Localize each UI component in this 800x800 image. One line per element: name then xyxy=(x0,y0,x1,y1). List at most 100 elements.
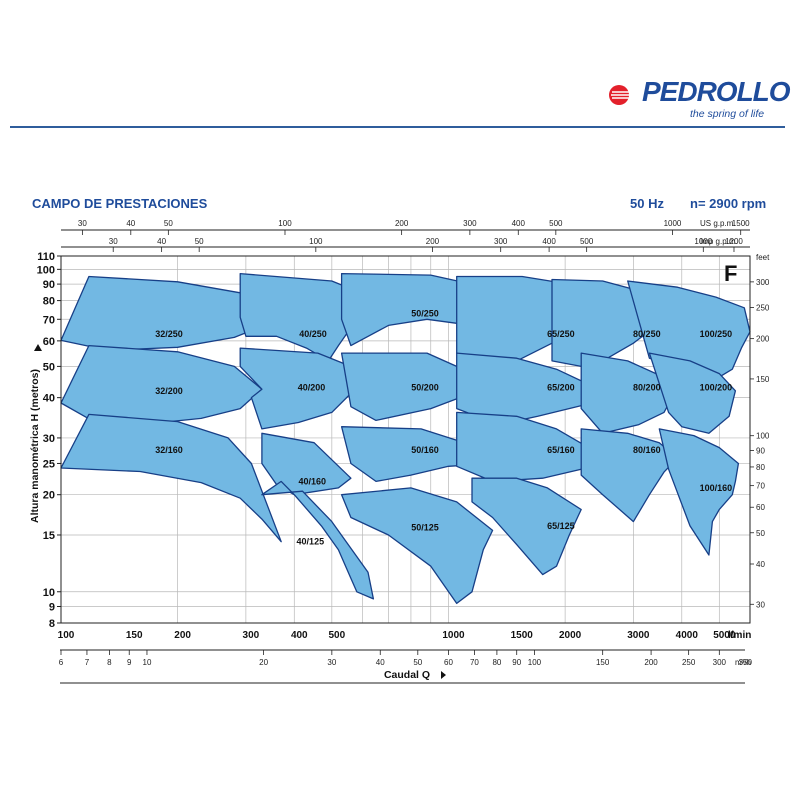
usgpm-tick-label: 400 xyxy=(512,219,526,228)
impgpm-tick-label: 400 xyxy=(542,237,556,246)
pump-label-32-160: 32/160 xyxy=(155,445,183,455)
pump-region-65-125 xyxy=(471,477,582,576)
m3h-tick-label: 70 xyxy=(470,658,479,667)
m3h-tick-label: 60 xyxy=(444,658,453,667)
feet-tick-label: 100 xyxy=(756,432,770,441)
m3h-tick-label: 80 xyxy=(492,658,501,667)
feet-tick-label: 150 xyxy=(756,375,770,384)
usgpm-tick-label: 300 xyxy=(463,219,477,228)
usgpm-tick-label: 200 xyxy=(395,219,409,228)
feet-tick-label: 300 xyxy=(756,278,770,287)
x-tick-label: 1500 xyxy=(511,630,534,641)
pump-label-50-125: 50/125 xyxy=(411,523,439,533)
pump-label-50-160: 50/160 xyxy=(411,445,439,455)
y-tick-label: 10 xyxy=(43,587,55,599)
y-axis-title: Altura manométrica H (metros) xyxy=(29,369,41,523)
brand-tagline: the spring of life xyxy=(690,108,765,120)
pump-label-80-200: 80/200 xyxy=(633,383,661,393)
m3h-tick-label: 9 xyxy=(127,658,132,667)
usgpm-tick-label: 1500 xyxy=(732,219,750,228)
pump-label-40-250: 40/250 xyxy=(299,329,327,339)
y-tick-label: 9 xyxy=(49,602,55,614)
impgpm-tick-label: 300 xyxy=(494,237,508,246)
impgpm-tick-label: 100 xyxy=(309,237,323,246)
feet-tick-label: 90 xyxy=(756,446,765,455)
m3h-tick-label: 8 xyxy=(107,658,112,667)
y-tick-label: 20 xyxy=(43,490,55,502)
y-tick-label: 30 xyxy=(43,433,55,445)
pump-region-40-125 xyxy=(261,480,375,600)
x-tick-label: 5000 xyxy=(713,630,736,641)
pump-region-50-125 xyxy=(340,487,494,605)
x-tick-label: 2000 xyxy=(559,630,582,641)
header-divider xyxy=(10,126,785,128)
x-tick-label: 500 xyxy=(328,630,345,641)
pump-label-50-250: 50/250 xyxy=(411,308,439,318)
y-tick-label: 8 xyxy=(49,618,55,630)
usgpm-tick-label: 1000 xyxy=(664,219,682,228)
pump-region-100-160 xyxy=(658,428,740,556)
x-axis-arrow-icon xyxy=(441,671,446,679)
x-tick-label: 400 xyxy=(291,630,308,641)
y-tick-label: 15 xyxy=(43,530,55,542)
pump-region-80-200 xyxy=(580,352,679,434)
feet-unit-label: feet xyxy=(756,253,770,262)
impgpm-tick-label: 30 xyxy=(109,237,118,246)
impgpm-tick-label: 1000 xyxy=(694,237,712,246)
y-tick-label: 80 xyxy=(43,296,55,308)
impgpm-tick-label: 1200 xyxy=(725,237,743,246)
feet-tick-label: 40 xyxy=(756,560,765,569)
pedrollo-logo-icon xyxy=(609,85,631,105)
usgpm-tick-label: 100 xyxy=(278,219,292,228)
series-code: F xyxy=(724,261,737,286)
pump-region-32-160 xyxy=(60,413,282,543)
y-tick-label: 100 xyxy=(37,264,55,276)
m3h-tick-label: 7 xyxy=(85,658,90,667)
m3h-tick-label: 250 xyxy=(682,658,696,667)
x-tick-label: 4000 xyxy=(676,630,699,641)
usgpm-tick-label: 40 xyxy=(126,219,135,228)
feet-tick-label: 50 xyxy=(756,529,765,538)
feet-tick-label: 200 xyxy=(756,335,770,344)
pump-label-100-160: 100/160 xyxy=(700,483,733,493)
m3h-tick-label: 100 xyxy=(528,658,542,667)
pump-label-65-250: 65/250 xyxy=(547,329,575,339)
m3h-tick-label: 350 xyxy=(739,658,753,667)
m3h-tick-label: 50 xyxy=(413,658,422,667)
pump-region-80-160 xyxy=(580,428,679,523)
pump-region-100-200 xyxy=(648,352,737,434)
x-tick-label: 300 xyxy=(243,630,260,641)
pump-label-32-200: 32/200 xyxy=(155,386,183,396)
plot-frame xyxy=(60,255,751,624)
x-tick-label: 200 xyxy=(174,630,191,641)
m3h-tick-label: 150 xyxy=(596,658,610,667)
x-tick-label: 100 xyxy=(58,630,75,641)
pump-label-40-125: 40/125 xyxy=(297,537,325,547)
chart-frequency: 50 Hz xyxy=(630,196,664,211)
y-tick-label: 50 xyxy=(43,361,55,373)
pump-label-80-160: 80/160 xyxy=(633,445,661,455)
chart-speed: n= 2900 rpm xyxy=(690,196,767,211)
pump-label-100-200: 100/200 xyxy=(700,383,733,393)
m3h-tick-label: 6 xyxy=(59,658,64,667)
pump-label-65-200: 65/200 xyxy=(547,383,575,393)
x-tick-label: 3000 xyxy=(627,630,650,641)
usgpm-tick-label: 500 xyxy=(549,219,563,228)
m3h-tick-label: 90 xyxy=(512,658,521,667)
x-axis-title: Caudal Q xyxy=(384,669,430,681)
pump-label-80-250: 80/250 xyxy=(633,329,661,339)
m3h-tick-label: 10 xyxy=(143,658,152,667)
impgpm-tick-label: 50 xyxy=(195,237,204,246)
x-unit-label: l/min xyxy=(728,630,751,641)
pump-label-100-250: 100/250 xyxy=(700,329,733,339)
usgpm-unit-label: US g.p.m. xyxy=(700,219,736,228)
y-tick-label: 60 xyxy=(43,336,55,348)
y-tick-label: 110 xyxy=(37,251,55,263)
pump-region-50-160 xyxy=(340,426,494,483)
pump-label-32-250: 32/250 xyxy=(155,329,183,339)
feet-tick-label: 60 xyxy=(756,503,765,512)
feet-axis: 30 40 50 60 70 80 90 100 150 200 250 300 feet xyxy=(750,253,770,609)
pump-label-50-200: 50/200 xyxy=(411,383,439,393)
